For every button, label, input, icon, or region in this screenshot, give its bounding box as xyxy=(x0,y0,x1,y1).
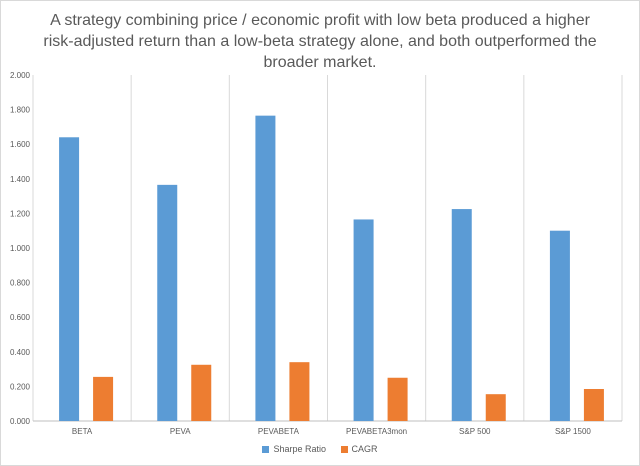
bar-cagr xyxy=(93,376,114,421)
legend-swatch-cagr xyxy=(340,446,348,454)
legend-swatch-sharpe xyxy=(262,446,270,454)
bar-cagr xyxy=(289,362,310,421)
y-tick-label: 1.400 xyxy=(10,175,31,184)
x-tick-label: S&P 1500 xyxy=(555,427,591,436)
y-tick-label: 0.200 xyxy=(10,382,31,391)
x-tick-label: PEVABETA xyxy=(258,427,300,436)
bar-sharpe-ratio xyxy=(59,137,80,421)
bar-sharpe-ratio xyxy=(353,219,374,421)
y-tick-label: 0.800 xyxy=(10,279,31,288)
bar-cagr xyxy=(485,394,506,421)
legend: Sharpe Ratio CAGR xyxy=(0,444,640,454)
bar-sharpe-ratio xyxy=(451,209,472,421)
bar-sharpe-ratio xyxy=(157,184,178,421)
bar-sharpe-ratio xyxy=(549,230,570,421)
y-tick-label: 1.200 xyxy=(10,209,31,218)
legend-item-cagr: CAGR xyxy=(340,444,378,454)
y-tick-label: 1.000 xyxy=(10,244,31,253)
x-tick-label: PEVA xyxy=(170,427,191,436)
x-tick-label: BETA xyxy=(72,427,93,436)
legend-label-sharpe: Sharpe Ratio xyxy=(273,444,326,454)
legend-label-cagr: CAGR xyxy=(351,444,378,454)
y-tick-label: 1.600 xyxy=(10,140,31,149)
legend-item-sharpe: Sharpe Ratio xyxy=(262,444,326,454)
bar-sharpe-ratio xyxy=(255,115,276,421)
chart-title: A strategy combining price / economic pr… xyxy=(43,12,597,71)
y-tick-label: 2.000 xyxy=(10,71,31,80)
y-tick-label: 0.000 xyxy=(10,417,31,426)
x-tick-label: PEVABETA3mon xyxy=(346,427,407,436)
y-tick-label: 1.800 xyxy=(10,106,31,115)
y-tick-label: 0.600 xyxy=(10,313,31,322)
bar-cagr xyxy=(191,364,212,421)
x-tick-label: S&P 500 xyxy=(459,427,491,436)
y-tick-label: 0.400 xyxy=(10,348,31,357)
bar-cagr xyxy=(387,377,408,421)
bar-cagr xyxy=(583,388,604,421)
